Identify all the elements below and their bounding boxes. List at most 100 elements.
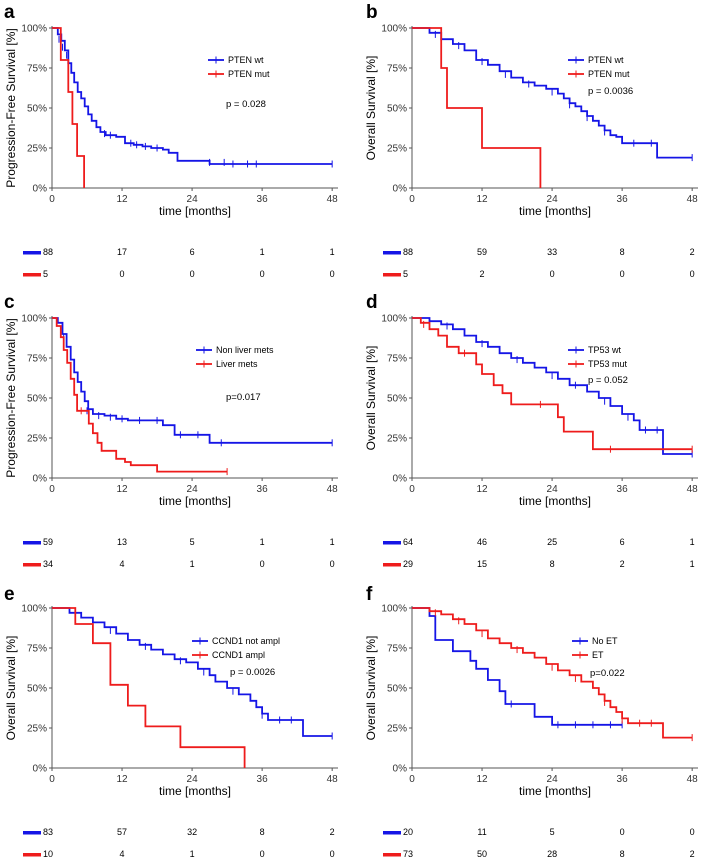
- y-tick-label: 0%: [393, 764, 408, 775]
- risk-count: 1: [690, 559, 695, 569]
- risk-count: 1: [190, 849, 195, 859]
- risk-count: 0: [260, 269, 265, 279]
- legend-label: No ET: [592, 636, 618, 646]
- risk-count: 0: [330, 269, 335, 279]
- legend-label: CCND1 ampl: [212, 650, 265, 660]
- risk-count: 10: [43, 849, 53, 859]
- legend-label: PTEN mut: [588, 69, 630, 79]
- risk-count: 59: [43, 537, 53, 547]
- survival-curve-blue: [412, 27, 693, 159]
- risk-count: 2: [620, 559, 625, 569]
- survival-curve-red: [52, 317, 228, 473]
- x-tick-label: 24: [547, 484, 559, 495]
- y-tick-label: 75%: [27, 644, 47, 655]
- risk-row-swatch-blue: [383, 541, 401, 545]
- y-tick-label: 0%: [393, 474, 408, 485]
- km-panel-f: f 0% 25% 50% 75% 100% 0 12 24 36 48 time [months] Ov…: [364, 584, 698, 859]
- risk-count: 0: [690, 827, 695, 837]
- survival-curve-red: [412, 27, 542, 188]
- legend: TP53 wt TP53 mut: [568, 345, 628, 369]
- risk-count: 2: [690, 247, 695, 257]
- y-tick-label: 75%: [27, 64, 47, 75]
- risk-count: 4: [120, 559, 125, 569]
- legend-label: CCND1 not ampl: [212, 636, 280, 646]
- y-tick-label: 50%: [387, 684, 407, 695]
- y-axis-title: Overall Survival [%]: [364, 56, 378, 161]
- y-tick-label: 25%: [27, 434, 47, 445]
- risk-count: 29: [403, 559, 413, 569]
- risk-count: 0: [620, 827, 625, 837]
- panel-letter: a: [4, 2, 15, 23]
- legend: CCND1 not ampl CCND1 ampl: [192, 636, 280, 660]
- x-tick-label: 0: [49, 484, 55, 495]
- risk-count: 1: [690, 537, 695, 547]
- risk-table: 64 46 25 6 1 29 15 8 2 1: [383, 537, 695, 569]
- risk-row-swatch-red: [383, 563, 401, 567]
- risk-count: 5: [43, 269, 48, 279]
- y-tick-label: 25%: [387, 144, 407, 155]
- risk-row-swatch-blue: [383, 831, 401, 835]
- risk-count: 57: [117, 827, 127, 837]
- risk-row-swatch-red: [23, 563, 41, 567]
- y-tick-label: 75%: [27, 354, 47, 365]
- legend-label: PTEN mut: [228, 69, 270, 79]
- risk-count: 17: [117, 247, 127, 257]
- risk-count: 2: [480, 269, 485, 279]
- x-tick-label: 36: [617, 484, 629, 495]
- risk-count: 6: [190, 247, 195, 257]
- risk-table: 20 11 5 0 073 50 28 8 2: [383, 827, 695, 859]
- x-axis-title: time [months]: [159, 494, 231, 508]
- p-value: p=0.017: [226, 392, 261, 403]
- risk-count: 1: [260, 247, 265, 257]
- x-tick-label: 24: [187, 774, 199, 785]
- y-axis-title: Progression-Free Survival [%]: [4, 28, 18, 187]
- x-axis-title: time [months]: [519, 784, 591, 798]
- risk-count: 33: [547, 247, 557, 257]
- p-value: p = 0.0026: [230, 667, 275, 678]
- risk-count: 0: [550, 269, 555, 279]
- risk-count: 2: [330, 827, 335, 837]
- x-tick-label: 36: [257, 774, 269, 785]
- y-axis-title: Overall Survival [%]: [364, 346, 378, 451]
- x-tick-label: 48: [687, 194, 699, 205]
- x-tick-label: 48: [327, 774, 339, 785]
- risk-count: 0: [690, 269, 695, 279]
- panel-letter: f: [366, 584, 373, 605]
- risk-row-swatch-blue: [23, 541, 41, 545]
- risk-count: 25: [547, 537, 557, 547]
- risk-row-swatch-red: [23, 853, 41, 857]
- risk-count: 5: [550, 827, 555, 837]
- survival-curve-blue: [52, 317, 333, 444]
- survival-curve-red: [412, 317, 693, 451]
- legend: No ET ET: [572, 636, 618, 660]
- risk-count: 64: [403, 537, 413, 547]
- risk-table: 88 59 33 8 2 5 2 0 0 0: [383, 247, 695, 279]
- x-tick-label: 12: [476, 484, 488, 495]
- risk-count: 0: [120, 269, 125, 279]
- y-tick-label: 75%: [387, 354, 407, 365]
- y-axis-title: Overall Survival [%]: [364, 636, 378, 741]
- y-tick-label: 100%: [381, 24, 407, 35]
- x-tick-label: 48: [327, 484, 339, 495]
- survival-curve-red: [52, 27, 85, 188]
- y-tick-label: 50%: [27, 104, 47, 115]
- risk-row-swatch-blue: [23, 831, 41, 835]
- legend-label: TP53 mut: [588, 359, 628, 369]
- risk-count: 1: [330, 247, 335, 257]
- risk-count: 34: [43, 559, 53, 569]
- x-tick-label: 12: [116, 194, 128, 205]
- risk-count: 5: [190, 537, 195, 547]
- survival-curve-blue: [52, 607, 333, 737]
- risk-table: 88 17 6 1 1 5 0 0 0 0: [23, 247, 335, 279]
- y-tick-label: 100%: [381, 604, 407, 615]
- x-tick-label: 24: [187, 194, 199, 205]
- y-tick-label: 100%: [21, 24, 47, 35]
- x-tick-label: 36: [617, 194, 629, 205]
- risk-count: 1: [190, 559, 195, 569]
- risk-count: 88: [403, 247, 413, 257]
- legend-label: PTEN wt: [588, 55, 624, 65]
- legend: Non liver mets Liver mets: [196, 345, 274, 369]
